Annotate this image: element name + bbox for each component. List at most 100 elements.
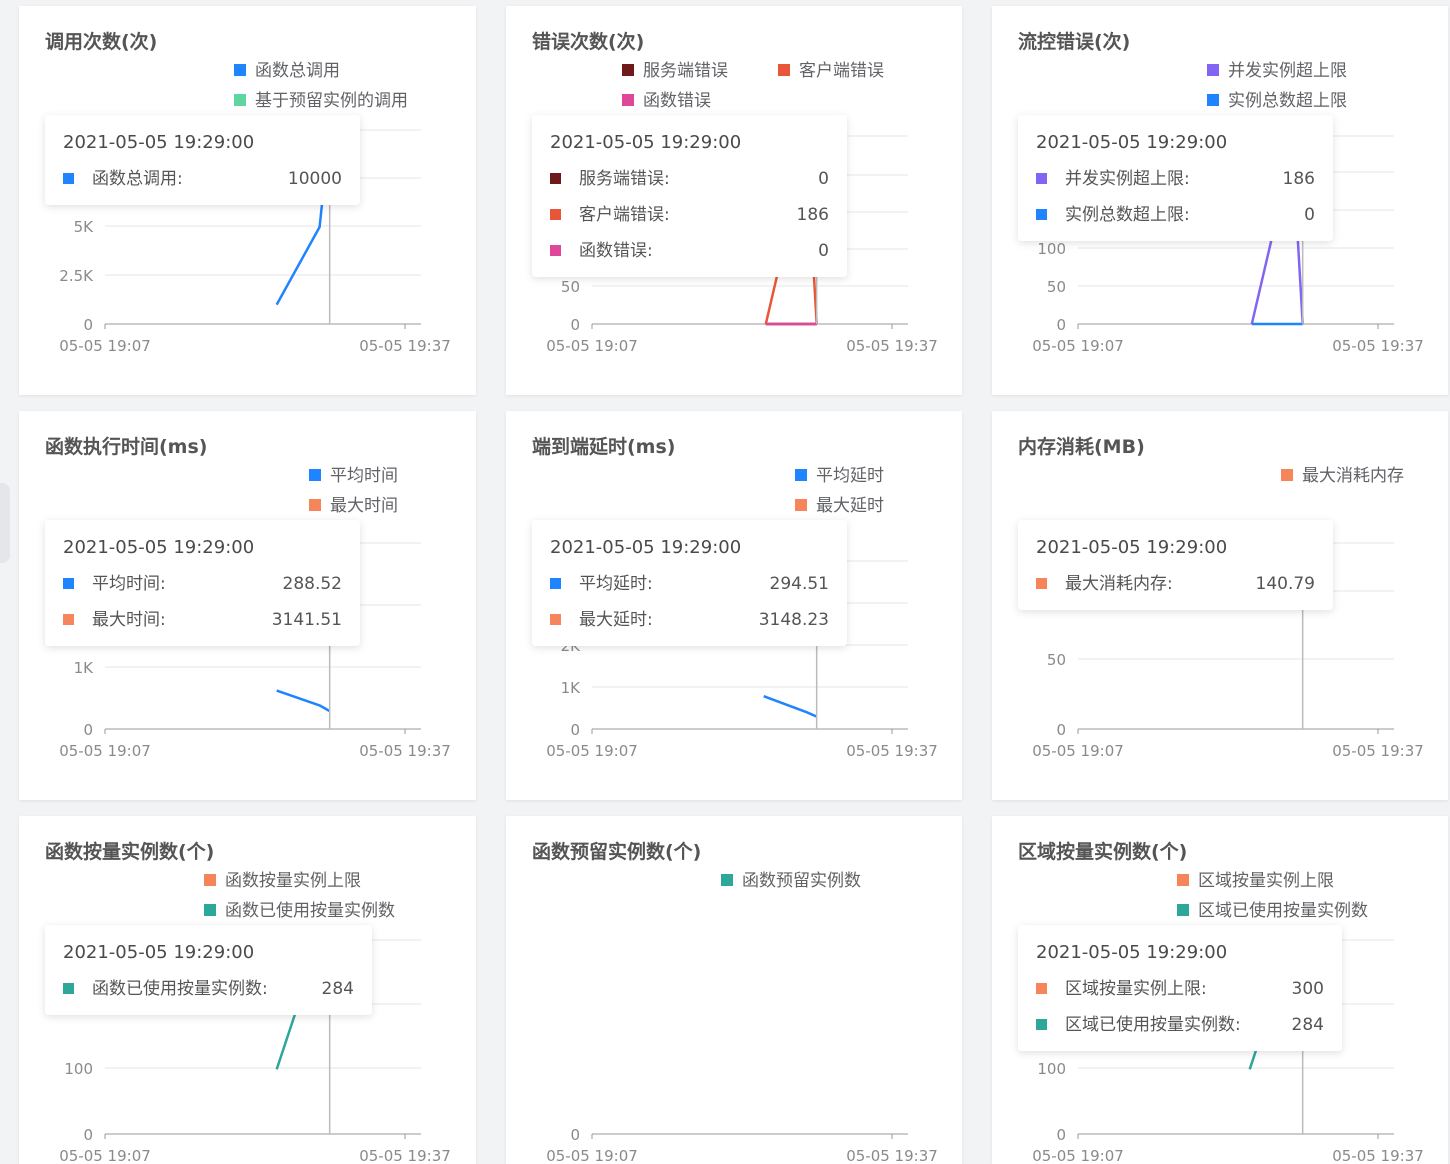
x-tick-label: 05-05 19:07: [1032, 1147, 1124, 1164]
tooltip-value: 294.51: [770, 574, 829, 594]
chart-card-errors: 错误次数(次) 服务端错误 客户端错误 函数错误 0 50 05-05 19:07 05-05…: [506, 6, 962, 395]
tooltip: 2021-05-05 19:29:00 区域按量实例上限: 300 区域已使用按量实例…: [1018, 925, 1342, 1051]
x-tick-label: 05-05 19:37: [359, 742, 451, 760]
tooltip-label: 最大时间:: [92, 610, 166, 630]
legend-item[interactable]: 并发实例超上限: [1207, 61, 1347, 81]
legend-label: 最大延时: [816, 496, 884, 516]
legend-label: 函数错误: [643, 91, 711, 111]
chart-card-region-ondemand-instances: 区域按量实例数(个) 区域按量实例上限 区域已使用按量实例数 0 100 05-05 19…: [992, 816, 1448, 1164]
tooltip-swatch: [1036, 578, 1047, 589]
tooltip-time: 2021-05-05 19:29:00: [550, 537, 741, 558]
x-tick-label: 05-05 19:37: [846, 1147, 938, 1164]
tooltip: 2021-05-05 19:29:00 函数总调用: 10000: [45, 115, 360, 205]
tooltip-swatch: [1036, 983, 1047, 994]
tooltip-value: 3148.23: [759, 610, 829, 630]
legend-swatch: [1281, 469, 1293, 481]
tooltip-value: 288.52: [283, 574, 342, 594]
legend-label: 服务端错误: [643, 61, 728, 81]
legend-swatch: [204, 874, 216, 886]
chart-card-memory: 内存消耗(MB) 最大消耗内存 0 50 05-05 19:07 05-05 19:37 2…: [992, 411, 1448, 800]
tooltip-time: 2021-05-05 19:29:00: [1036, 132, 1227, 153]
tooltip-value: 0: [818, 169, 829, 189]
tooltip-label: 平均时间:: [92, 574, 166, 594]
tooltip-label: 最大延时:: [579, 610, 653, 630]
legend-item[interactable]: 函数按量实例上限: [204, 871, 361, 891]
x-tick-label: 05-05 19:37: [359, 1147, 451, 1164]
x-tick-label: 05-05 19:37: [1332, 1147, 1424, 1164]
legend-item[interactable]: 客户端错误: [778, 61, 884, 81]
tooltip-label: 区域按量实例上限:: [1065, 979, 1207, 999]
x-tick-label: 05-05 19:07: [1032, 742, 1124, 760]
chart-title: 流控错误(次): [1018, 30, 1130, 53]
legend-label: 平均时间: [330, 466, 398, 486]
chart-title: 端到端延时(ms): [532, 435, 675, 458]
y-tick-label: 0: [83, 1126, 93, 1144]
tooltip-swatch: [1036, 173, 1047, 184]
series-line: [276, 689, 331, 713]
legend-item[interactable]: 区域已使用按量实例数: [1177, 900, 1368, 921]
chart-svg: 函数预留实例数(个) 函数预留实例数 0 05-05 19:07 05-05 19:37: [532, 840, 938, 1164]
tooltip-label: 函数错误:: [579, 241, 653, 261]
tooltip-label: 服务端错误:: [579, 169, 670, 189]
legend-item[interactable]: 函数已使用按量实例数: [204, 900, 395, 921]
tooltip-label: 平均延时:: [579, 574, 653, 594]
tooltip-swatch: [550, 614, 561, 625]
tooltip-value: 0: [818, 241, 829, 261]
tooltip-swatch: [550, 209, 561, 220]
side-collapse-tab[interactable]: [0, 483, 10, 563]
legend-item[interactable]: 平均延时: [795, 466, 884, 486]
legend-item[interactable]: 函数总调用: [234, 61, 340, 81]
tooltip: 2021-05-05 19:29:00 平均延时: 294.51 最大延时: 3148.…: [532, 520, 847, 646]
legend-label: 实例总数超上限: [1228, 91, 1347, 111]
tooltip-time: 2021-05-05 19:29:00: [63, 537, 254, 558]
legend-item[interactable]: 平均时间: [309, 466, 398, 486]
legend-swatch: [204, 904, 216, 916]
legend-item[interactable]: 最大时间: [309, 496, 398, 516]
tooltip-swatch: [550, 578, 561, 589]
x-tick-label: 05-05 19:37: [846, 337, 938, 355]
y-tick-label: 0: [1056, 316, 1066, 334]
legend-label: 最大时间: [330, 496, 398, 516]
legend-swatch: [234, 64, 246, 76]
tooltip-swatch: [63, 173, 74, 184]
x-tick-label: 05-05 19:37: [1332, 742, 1424, 760]
tooltip-box: [45, 115, 360, 205]
y-tick-label: 0: [1056, 721, 1066, 739]
legend-swatch: [1207, 64, 1219, 76]
chart-title: 调用次数(次): [45, 30, 157, 53]
y-tick-label: 50: [561, 278, 580, 296]
legend-item[interactable]: 最大消耗内存: [1281, 466, 1404, 486]
chart-title: 函数执行时间(ms): [45, 435, 207, 458]
chart-title: 函数预留实例数(个): [532, 840, 701, 863]
legend-swatch: [795, 499, 807, 511]
tooltip: 2021-05-05 19:29:00 函数已使用按量实例数: 284: [45, 925, 372, 1015]
legend-item[interactable]: 函数错误: [622, 91, 711, 111]
tooltip-value: 300: [1292, 979, 1324, 999]
legend-item[interactable]: 基于预留实例的调用: [234, 91, 408, 111]
tooltip-time: 2021-05-05 19:29:00: [1036, 942, 1227, 963]
x-tick-label: 05-05 19:07: [59, 337, 151, 355]
y-tick-label: 0: [83, 316, 93, 334]
legend-swatch: [1177, 904, 1189, 916]
chart-title: 函数按量实例数(个): [45, 840, 214, 863]
legend-label: 函数按量实例上限: [225, 871, 361, 891]
x-tick-label: 05-05 19:07: [59, 742, 151, 760]
y-tick-label: 1K: [561, 679, 582, 697]
legend-swatch: [309, 469, 321, 481]
x-tick-label: 05-05 19:37: [1332, 337, 1424, 355]
chart-card-fn-ondemand-instances: 函数按量实例数(个) 函数按量实例上限 函数已使用按量实例数 0 100 05-05 19…: [19, 816, 476, 1164]
legend-swatch: [721, 874, 733, 886]
legend-item[interactable]: 区域按量实例上限: [1177, 871, 1334, 891]
legend-item[interactable]: 最大延时: [795, 496, 884, 516]
tooltip-swatch: [1036, 1019, 1047, 1030]
legend-item[interactable]: 服务端错误: [622, 61, 728, 81]
legend-item[interactable]: 实例总数超上限: [1207, 91, 1347, 111]
legend-item[interactable]: 函数预留实例数: [721, 871, 861, 891]
tooltip-time: 2021-05-05 19:29:00: [550, 132, 741, 153]
